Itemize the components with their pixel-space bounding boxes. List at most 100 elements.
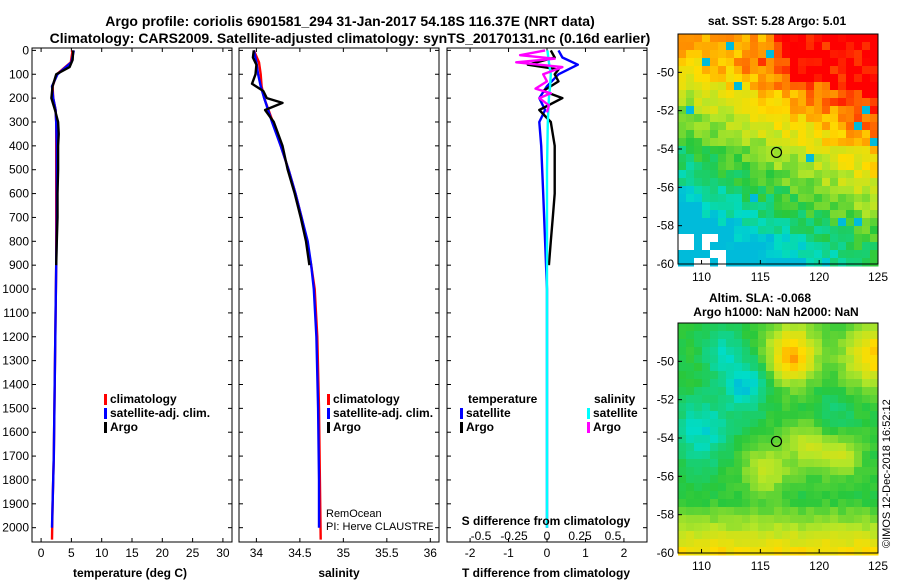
map-cell (798, 162, 807, 171)
map-cell (830, 138, 839, 147)
map-cell (782, 387, 791, 396)
map-cell (782, 379, 791, 388)
map-cell (678, 499, 687, 508)
map-cell (790, 507, 799, 516)
map-cell (726, 483, 735, 492)
map-cell (846, 483, 855, 492)
map-cell (718, 491, 727, 500)
map-cell (742, 355, 751, 364)
y-tick-label: 1300 (2, 354, 29, 368)
map-cell (774, 427, 783, 436)
map-cell (694, 515, 703, 524)
map-cell (830, 339, 839, 348)
map-cell (846, 258, 855, 267)
map-cell (870, 459, 879, 468)
map-cell (742, 523, 751, 532)
map-cell (838, 66, 847, 75)
map-cell (750, 355, 759, 364)
map-cell (854, 122, 863, 131)
map-cell (758, 339, 767, 348)
map-cell (686, 74, 695, 83)
map-cell (782, 347, 791, 356)
map-cell (846, 419, 855, 428)
map-cell (782, 122, 791, 131)
map-cell (846, 403, 855, 412)
map-cell (734, 242, 743, 251)
map-cell (814, 162, 823, 171)
map-cell (710, 539, 719, 548)
map-cell (694, 475, 703, 484)
map-cell (822, 250, 831, 259)
map-cell (734, 435, 743, 444)
map-cell (806, 242, 815, 251)
map-cell (862, 210, 871, 219)
map-cell (726, 154, 735, 163)
map-cell (846, 363, 855, 372)
map-cell (710, 443, 719, 452)
map-cell (798, 74, 807, 83)
map-cell (734, 323, 743, 332)
map-cell (686, 387, 695, 396)
map-cell (766, 347, 775, 356)
map-cell (686, 146, 695, 155)
map-cell (790, 459, 799, 468)
map-cell (694, 50, 703, 59)
map-cell (798, 194, 807, 203)
map-cell (726, 371, 735, 380)
map-cell (838, 531, 847, 540)
map-cell (782, 491, 791, 500)
map-cell (830, 122, 839, 131)
map-cell (846, 234, 855, 243)
map-cell (726, 42, 735, 51)
map-cell (694, 58, 703, 67)
map-cell (726, 523, 735, 532)
temperature-xlabel: temperature (deg C) (73, 566, 187, 580)
map-cell (702, 138, 711, 147)
map-cell (790, 186, 799, 195)
map-cell (734, 347, 743, 356)
map-cell (718, 74, 727, 83)
map-cell (806, 483, 815, 492)
map-cell (726, 411, 735, 420)
map-cell (782, 403, 791, 412)
map-cell (798, 82, 807, 91)
map-cell (838, 515, 847, 524)
map-cell (726, 539, 735, 548)
map-cell (702, 162, 711, 171)
map-cell (790, 250, 799, 259)
map-cell (766, 194, 775, 203)
map-cell (686, 42, 695, 51)
map-cell (742, 411, 751, 420)
map-cell (734, 138, 743, 147)
map-cell (766, 467, 775, 476)
map-cell (742, 331, 751, 340)
map-cell (814, 451, 823, 460)
map-cell (830, 154, 839, 163)
map-cell (862, 435, 871, 444)
map-cell (742, 507, 751, 516)
map-cell (854, 178, 863, 187)
map-cell (702, 387, 711, 396)
map-cell (734, 106, 743, 115)
map-cell (694, 130, 703, 139)
map-cell (806, 371, 815, 380)
map-cell (822, 467, 831, 476)
map-cell (726, 475, 735, 484)
map-cell (806, 363, 815, 372)
map-cell (846, 547, 855, 556)
map-cell (726, 435, 735, 444)
map-cell (830, 242, 839, 251)
map-cell (814, 50, 823, 59)
map-cell (830, 387, 839, 396)
map-cell (790, 170, 799, 179)
map-cell (694, 403, 703, 412)
map-cell (798, 323, 807, 332)
map-cell (718, 242, 727, 251)
map-cell (862, 459, 871, 468)
map-cell (806, 114, 815, 123)
map-cell (846, 491, 855, 500)
map-cell (726, 250, 735, 259)
map-cell (782, 242, 791, 251)
map-cell (710, 355, 719, 364)
map-cell (798, 419, 807, 428)
